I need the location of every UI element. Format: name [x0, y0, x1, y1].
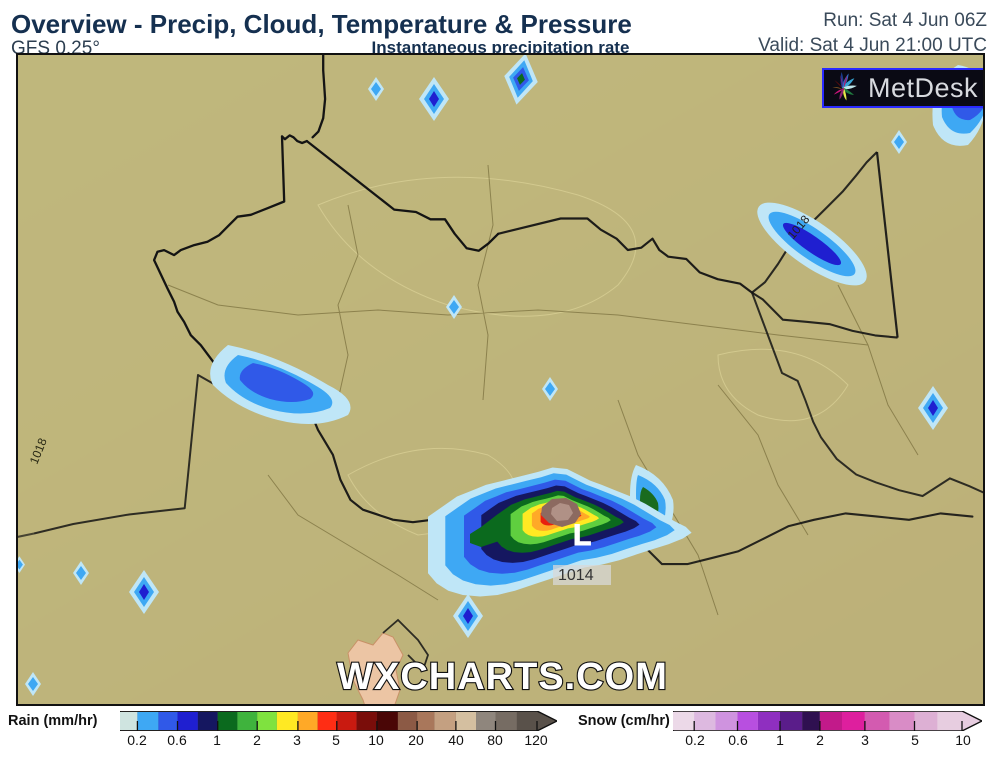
svg-text:1014: 1014 — [558, 567, 594, 584]
svg-text:L: L — [573, 519, 591, 552]
